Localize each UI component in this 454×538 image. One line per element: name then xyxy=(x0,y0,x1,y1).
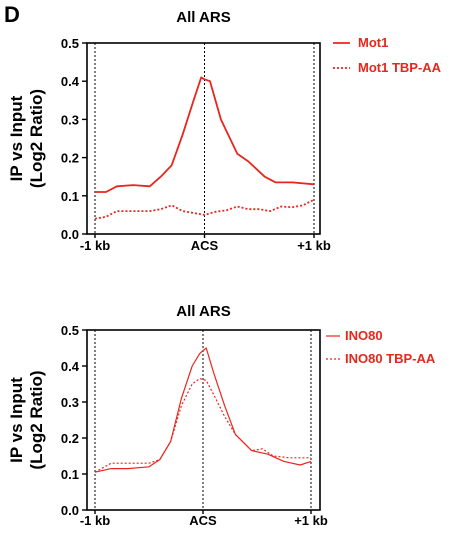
x-tick-label: -1 kb xyxy=(80,513,110,528)
y-tick-label: 0.0 xyxy=(61,227,79,242)
y-axis-label: (Log2 Ratio) xyxy=(27,89,46,188)
series-line-dotted xyxy=(94,377,311,473)
x-tick-label: +1 kb xyxy=(294,513,328,528)
chart-bottom: All ARS 0.0 0.1 0.2 0.3 0.4 0.5 -1 kb ACS +1 kb IP… xyxy=(7,303,436,528)
x-tick-label: ACS xyxy=(191,238,219,253)
y-tick-label: 0.0 xyxy=(61,503,79,518)
y-tick-label: 0.3 xyxy=(61,112,79,127)
y-tick-label: 0.3 xyxy=(61,395,79,410)
series-line-solid xyxy=(94,347,312,473)
y-tick-label: 0.5 xyxy=(61,323,79,338)
y-axis-label: (Log2 Ratio) xyxy=(27,370,46,469)
series-line-solid xyxy=(95,76,315,193)
chart-title: All ARS xyxy=(176,9,230,26)
y-tick-label: 0.2 xyxy=(61,151,79,166)
plot-frame xyxy=(86,42,321,235)
legend-label: INO80 xyxy=(345,328,383,343)
y-axis-label: IP vs Input xyxy=(7,95,26,181)
y-axis-label: IP vs Input xyxy=(7,377,26,463)
y-tick-label: 0.5 xyxy=(61,36,79,51)
y-tick-label: 0.2 xyxy=(61,431,79,446)
y-tick-label: 0.1 xyxy=(61,467,79,482)
legend-label: INO80 TBP-AA xyxy=(345,351,436,366)
chart-top: All ARS 0.0 0.1 0.2 0.3 0.4 0.5 -1 kb ACS +1 kb IP… xyxy=(7,9,442,253)
y-tick-label: 0.1 xyxy=(61,189,79,204)
x-tick-label: +1 kb xyxy=(297,238,331,253)
legend-label: Mot1 TBP-AA xyxy=(358,60,442,75)
y-tick-label: 0.4 xyxy=(61,74,80,89)
legend-label: Mot1 xyxy=(358,35,388,50)
x-tick-label: ACS xyxy=(189,513,217,528)
x-tick-label: -1 kb xyxy=(80,238,110,253)
panel-letter: D xyxy=(4,2,20,27)
y-tick-label: 0.4 xyxy=(61,359,80,374)
chart-title: All ARS xyxy=(176,303,230,320)
